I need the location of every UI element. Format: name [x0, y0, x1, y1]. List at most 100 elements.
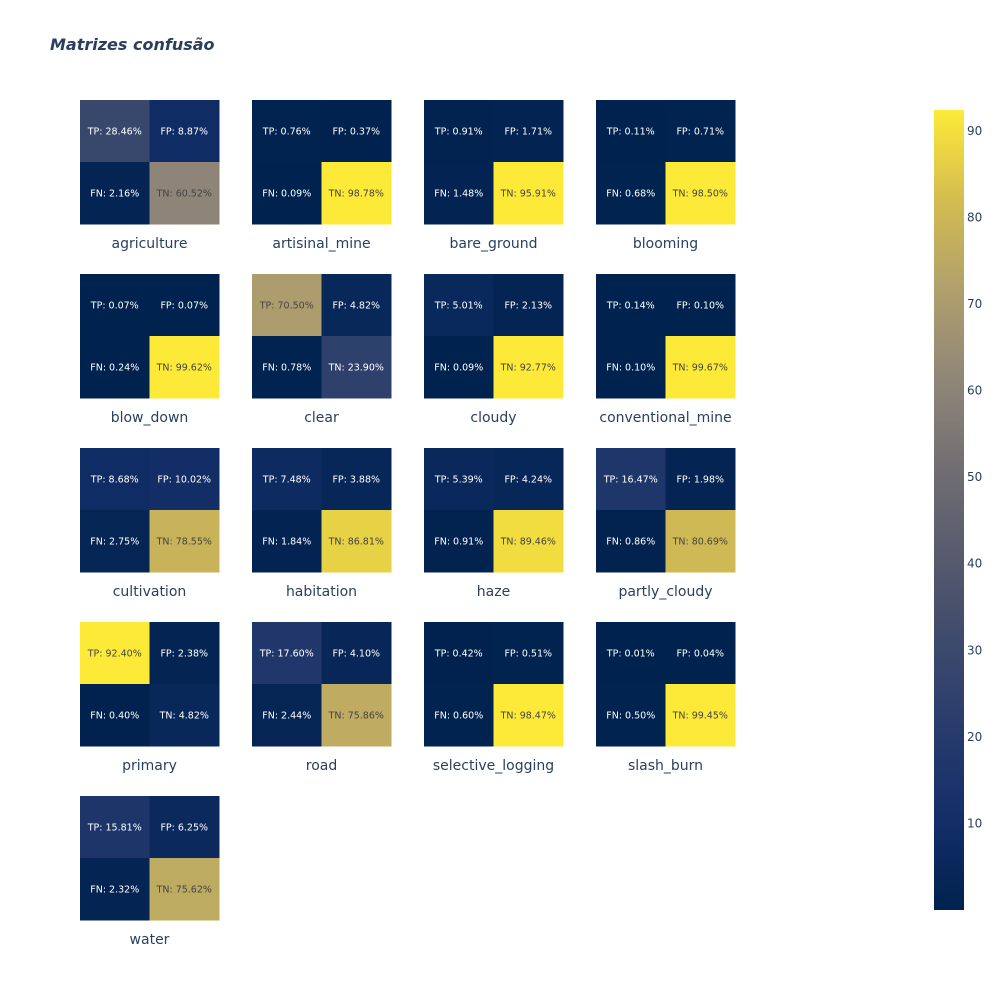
matrix-label: clear — [304, 410, 339, 426]
cell-label-fp: FP: 4.10% — [332, 649, 380, 660]
heatmap-cell-tp — [80, 622, 150, 685]
heatmap-cell-fn — [80, 858, 150, 921]
cell-label-tp: TP: 5.01% — [434, 301, 483, 312]
confusion-matrix-partly_cloudy: TP: 16.47% FP: 1.98% FN: 0.86% TN: 80.69% pa… — [596, 448, 736, 600]
heatmap-cell-tn — [149, 684, 220, 747]
heatmap-cell-fn — [80, 510, 150, 573]
cell-label-tn: TN: 78.55% — [156, 537, 212, 548]
cell-label-fn: FN: 2.32% — [90, 885, 139, 896]
confusion-matrix-bare_ground: TP: 0.91% FP: 1.71% FN: 1.48% TN: 95.91% bar… — [424, 100, 564, 252]
heatmap-cell-tn — [665, 162, 736, 225]
colorbar-tick-label: 90 — [967, 124, 982, 138]
heatmap-cell-fp — [493, 448, 564, 511]
confusion-matrix-slash_burn: TP: 0.01% FP: 0.04% FN: 0.50% TN: 99.45% sla… — [596, 622, 736, 774]
cell-label-tn: TN: 98.50% — [672, 189, 728, 200]
heatmap-cell-tn — [665, 510, 736, 573]
cell-label-fp: FP: 1.98% — [676, 475, 724, 486]
confusion-matrix-conventional_mine: TP: 0.14% FP: 0.10% FN: 0.10% TN: 99.67% con… — [596, 274, 736, 426]
cell-label-fn: FN: 0.10% — [606, 363, 655, 374]
heatmap-cell-tn — [149, 858, 220, 921]
matrix-label: haze — [477, 584, 510, 600]
matrix-label: conventional_mine — [599, 410, 731, 426]
heatmap-cell-tp — [80, 448, 150, 511]
matrix-label: blow_down — [111, 410, 189, 426]
cell-label-fn: FN: 0.78% — [262, 363, 311, 374]
cell-label-tp: TP: 0.14% — [606, 301, 655, 312]
matrix-label: cultivation — [113, 584, 187, 600]
matrix-label: cloudy — [470, 410, 516, 426]
heatmap-cell-fn — [424, 336, 494, 399]
cell-label-tn: TN: 86.81% — [328, 537, 384, 548]
confusion-matrix-cloudy: TP: 5.01% FP: 2.13% FN: 0.09% TN: 92.77% clo… — [424, 274, 564, 426]
heatmap-cell-tp — [80, 796, 150, 859]
cell-label-fn: FN: 0.86% — [606, 537, 655, 548]
heatmap-cell-fn — [596, 336, 666, 399]
cell-label-tp: TP: 0.76% — [262, 127, 311, 138]
heatmap-cell-tp — [596, 448, 666, 511]
confusion-matrix-water: TP: 15.81% FP: 6.25% FN: 2.32% TN: 75.62% wa… — [80, 796, 220, 948]
confusion-matrix-blooming: TP: 0.11% FP: 0.71% FN: 0.68% TN: 98.50% blo… — [596, 100, 736, 252]
cell-label-fp: FP: 3.88% — [332, 475, 380, 486]
cell-label-fn: FN: 2.75% — [90, 537, 139, 548]
heatmap-cell-fn — [424, 684, 494, 747]
heatmap-cell-tp — [252, 448, 322, 511]
cell-label-fn: FN: 2.44% — [262, 711, 311, 722]
cell-label-tp: TP: 15.81% — [87, 823, 142, 834]
cell-label-fn: FN: 0.68% — [606, 189, 655, 200]
matrix-label: habitation — [286, 584, 357, 600]
heatmap-cell-fp — [149, 796, 220, 859]
colorbar-tick-label: 20 — [967, 730, 982, 744]
cell-label-tp: TP: 0.11% — [606, 127, 655, 138]
cell-label-fp: FP: 0.10% — [676, 301, 724, 312]
heatmap-cell-fp — [321, 622, 392, 685]
heatmap-cell-fp — [493, 100, 564, 163]
heatmap-cell-tp — [252, 274, 322, 337]
cell-label-fp: FP: 0.71% — [676, 127, 724, 138]
confusion-matrix-habitation: TP: 7.48% FP: 3.88% FN: 1.84% TN: 86.81% hab… — [252, 448, 392, 600]
cell-label-fn: FN: 0.40% — [90, 711, 139, 722]
heatmap-cell-fp — [321, 274, 392, 337]
heatmap-cell-tp — [424, 100, 494, 163]
heatmap-cell-tn — [665, 336, 736, 399]
cell-label-fn: FN: 0.24% — [90, 363, 139, 374]
cell-label-fp: FP: 10.02% — [157, 475, 211, 486]
colorbar-tick-label: 10 — [967, 816, 982, 830]
cell-label-fp: FP: 1.71% — [504, 127, 552, 138]
cell-label-tp: TP: 70.50% — [259, 301, 314, 312]
colorbar-tick-label: 60 — [967, 384, 982, 398]
heatmap-cell-fp — [665, 100, 736, 163]
heatmap-cell-fp — [493, 274, 564, 337]
heatmap-cell-tn — [149, 510, 220, 573]
heatmap-cell-tp — [80, 274, 150, 337]
cell-label-tp: TP: 0.91% — [434, 127, 483, 138]
confusion-matrix-primary: TP: 92.40% FP: 2.38% FN: 0.40% TN: 4.82% pri… — [80, 622, 220, 774]
cell-label-fn: FN: 0.91% — [434, 537, 483, 548]
cell-label-fp: FP: 6.25% — [160, 823, 208, 834]
cell-label-tn: TN: 99.67% — [672, 363, 728, 374]
cell-label-fn: FN: 0.09% — [262, 189, 311, 200]
colorbar-tick-label: 50 — [967, 470, 982, 484]
confusion-matrix-agriculture: TP: 28.46% FP: 8.87% FN: 2.16% TN: 60.52% ag… — [80, 100, 220, 252]
cell-label-tn: TN: 4.82% — [159, 711, 209, 722]
cell-label-tp: TP: 17.60% — [259, 649, 314, 660]
cell-label-tn: TN: 80.69% — [672, 537, 728, 548]
heatmap-cell-fp — [149, 100, 220, 163]
heatmap-cell-fp — [321, 100, 392, 163]
cell-label-tp: TP: 7.48% — [262, 475, 311, 486]
heatmap-cell-tn — [321, 162, 392, 225]
heatmap-cell-tn — [321, 510, 392, 573]
heatmap-cell-tp — [596, 100, 666, 163]
cell-label-fp: FP: 4.24% — [504, 475, 552, 486]
matrix-grid: TP: 28.46% FP: 8.87% FN: 2.16% TN: 60.52% ag… — [80, 100, 736, 948]
confusion-matrix-blow_down: TP: 0.07% FP: 0.07% FN: 0.24% TN: 99.62% blo… — [80, 274, 220, 426]
cell-label-tn: TN: 75.62% — [156, 885, 212, 896]
heatmap-cell-fn — [80, 162, 150, 225]
cell-label-tp: TP: 8.68% — [90, 475, 139, 486]
cell-label-fn: FN: 1.84% — [262, 537, 311, 548]
cell-label-fp: FP: 0.37% — [332, 127, 380, 138]
heatmap-cell-fp — [149, 622, 220, 685]
chart-title: Matrizes confusão — [50, 35, 215, 54]
cell-label-tn: TN: 99.45% — [672, 711, 728, 722]
heatmap-cell-tp — [252, 622, 322, 685]
heatmap-cell-tn — [665, 684, 736, 747]
